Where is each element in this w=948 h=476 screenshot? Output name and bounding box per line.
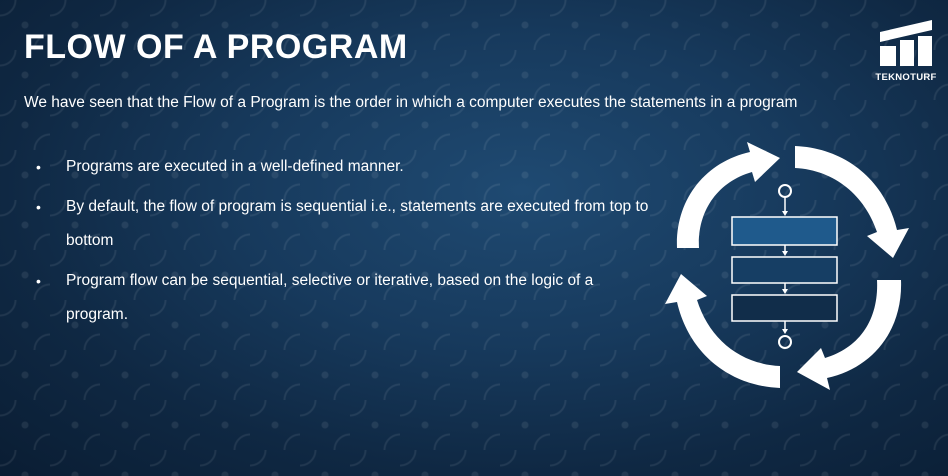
list-item: • By default, the flow of program is seq…: [24, 190, 654, 258]
cycle-arrow-bottom-left: [665, 274, 780, 388]
cyclic-flowchart-icon: [655, 140, 920, 395]
flow-start-node: [779, 185, 791, 197]
bullet-list: • Programs are executed in a well-define…: [24, 150, 654, 338]
flow-step-box: [732, 295, 837, 321]
bullet-marker: •: [36, 264, 41, 298]
bullet-text: Program flow can be sequential, selectiv…: [66, 272, 593, 323]
list-item: • Program flow can be sequential, select…: [24, 264, 654, 332]
flow-end-node: [779, 336, 791, 348]
slide-title: FLOW OF A PROGRAM: [24, 30, 408, 64]
teknoturf-logo-icon: [876, 18, 936, 68]
bullet-text: By default, the flow of program is seque…: [66, 198, 648, 249]
list-item: • Programs are executed in a well-define…: [24, 150, 654, 184]
intro-text: We have seen that the Flow of a Program …: [24, 92, 854, 114]
bullet-marker: •: [36, 150, 41, 184]
flow-arrowhead: [782, 329, 788, 334]
flow-arrowhead: [782, 251, 788, 256]
bullet-marker: •: [36, 190, 41, 224]
flow-arrowhead: [782, 211, 788, 216]
teknoturf-logo: TEKNOTURF: [874, 18, 938, 83]
logo-text: TEKNOTURF: [874, 72, 938, 83]
flow-step-box: [732, 217, 837, 245]
bullet-text: Programs are executed in a well-defined …: [66, 158, 404, 175]
flow-arrowhead: [782, 289, 788, 294]
flow-step-box: [732, 257, 837, 283]
